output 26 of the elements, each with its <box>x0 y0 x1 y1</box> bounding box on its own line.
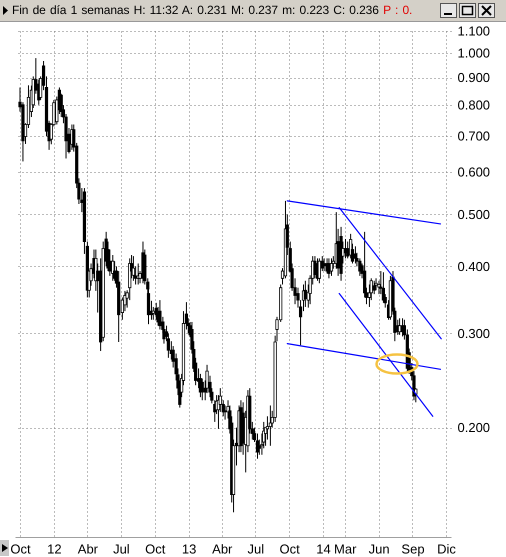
y-tick-label: 0.800 <box>458 98 490 113</box>
x-tick-label: Oct <box>10 542 31 556</box>
y-tick-label: 0.700 <box>458 128 490 144</box>
y-tick-label: 0.500 <box>458 206 490 222</box>
x-tick-label: Jun <box>368 542 390 556</box>
x-tick-label: 13 <box>182 542 196 556</box>
x-tick-label: Jul <box>113 542 130 556</box>
y-tick-label: 0.400 <box>458 258 490 274</box>
y-tick-label: 0.600 <box>458 164 490 180</box>
x-tick-label: Jul <box>247 542 264 556</box>
x-tick-label: Abr <box>78 542 99 556</box>
y-tick-label: 1.100 <box>458 24 490 38</box>
x-tick-label: Abr <box>212 542 234 556</box>
y-tick-label: 1.000 <box>458 46 490 61</box>
x-tick-label: 14 <box>316 542 331 556</box>
x-tick-label: Mar <box>334 542 358 556</box>
y-tick-label: 0.200 <box>458 420 490 436</box>
y-tick-label: 0.900 <box>458 70 490 86</box>
x-tick-label: 12 <box>47 542 62 556</box>
chart-subtitle: P : 0. <box>383 3 412 17</box>
x-tick-label: Oct <box>280 542 300 556</box>
x-tick-label: Oct <box>145 542 166 556</box>
x-tick-label: Sep <box>401 542 425 556</box>
x-tick-label: Dic <box>437 542 456 556</box>
y-tick-label: 0.300 <box>458 326 490 341</box>
chart-title: Fin de día 1 semanas H: 11:32 A: 0.231 M: 0.237 m: 0.223 C: 0.236 <box>12 3 379 17</box>
